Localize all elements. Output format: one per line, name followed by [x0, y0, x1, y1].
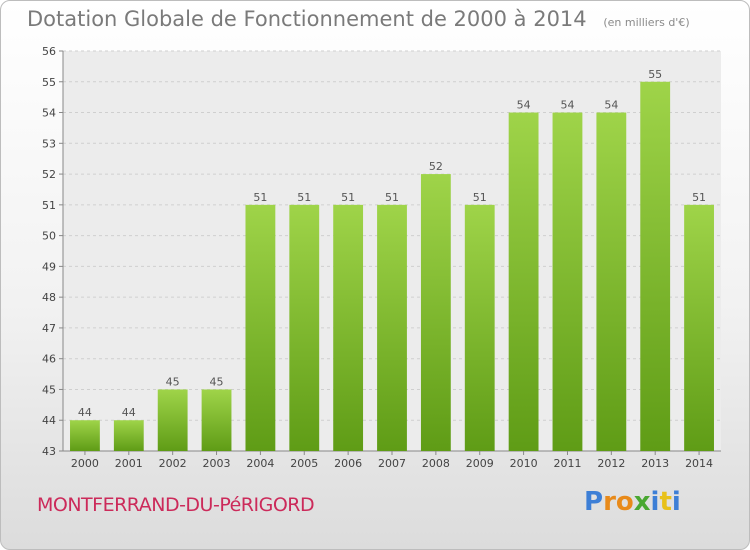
- logo-letter: P: [584, 487, 604, 517]
- y-tick-label: 52: [42, 168, 56, 181]
- bar: [113, 420, 144, 451]
- y-tick-label: 46: [42, 353, 56, 366]
- bar: [464, 204, 495, 451]
- bar: [377, 204, 407, 451]
- logo-letter: i: [671, 487, 681, 517]
- bar-value-label: 44: [122, 406, 136, 419]
- bar: [596, 112, 627, 452]
- bar-value-label: 54: [560, 99, 574, 112]
- bar: [289, 204, 320, 451]
- y-tick-label: 49: [42, 260, 56, 273]
- logo-letter: i: [650, 487, 660, 517]
- y-tick-label: 48: [42, 291, 56, 304]
- bar-value-label: 54: [604, 99, 618, 112]
- bar-value-label: 51: [473, 191, 487, 204]
- bar-value-label: 45: [210, 375, 224, 388]
- bar-value-label: 51: [385, 191, 399, 204]
- y-tick-label: 56: [42, 45, 56, 58]
- bar: [684, 204, 714, 451]
- bar-value-label: 44: [78, 406, 92, 419]
- bar-value-label: 51: [692, 191, 706, 204]
- chart-title: Dotation Globale de Fonctionnement de 20…: [27, 7, 690, 31]
- x-tick-label: 2003: [203, 457, 231, 470]
- chart-unit: (en milliers d'€): [603, 16, 690, 29]
- x-tick-label: 2010: [510, 457, 538, 470]
- y-tick-label: 43: [42, 445, 56, 458]
- bar-value-label: 51: [341, 191, 355, 204]
- x-tick-label: 2013: [641, 457, 669, 470]
- bar: [333, 204, 364, 451]
- x-tick-label: 2012: [597, 457, 625, 470]
- bar: [70, 420, 100, 451]
- bar-value-label: 51: [253, 191, 267, 204]
- bar-value-label: 51: [297, 191, 311, 204]
- y-tick-label: 51: [42, 199, 56, 212]
- x-tick-label: 2006: [334, 457, 362, 470]
- logo-letter: x: [633, 487, 651, 517]
- bar-value-label: 54: [517, 99, 531, 112]
- bar-value-label: 55: [648, 68, 662, 81]
- x-tick-label: 2005: [290, 457, 318, 470]
- x-tick-label: 2014: [685, 457, 713, 470]
- y-tick-label: 53: [42, 137, 56, 150]
- bar-value-label: 45: [166, 375, 180, 388]
- bar: [420, 174, 451, 452]
- proxiti-logo: Proxiti: [584, 487, 681, 517]
- bar: [508, 112, 539, 452]
- x-tick-label: 2004: [246, 457, 274, 470]
- y-tick-label: 47: [42, 322, 56, 335]
- x-tick-label: 2011: [553, 457, 581, 470]
- y-tick-label: 44: [42, 414, 56, 427]
- x-tick-label: 2008: [422, 457, 450, 470]
- x-tick-label: 2002: [159, 457, 187, 470]
- logo-letter: o: [615, 487, 634, 517]
- bar: [640, 81, 671, 452]
- bar: [245, 204, 276, 451]
- bar: [201, 389, 232, 451]
- commune-name: MONTFERRAND-DU-PéRIGORD: [37, 494, 315, 516]
- x-tick-label: 2007: [378, 457, 406, 470]
- x-tick-label: 2001: [115, 457, 143, 470]
- logo-letter: t: [659, 487, 672, 517]
- bar-value-label: 52: [429, 160, 443, 173]
- x-tick-label: 2000: [71, 457, 99, 470]
- y-tick-label: 55: [42, 76, 56, 89]
- bar: [157, 389, 188, 451]
- y-tick-label: 45: [42, 383, 56, 396]
- y-tick-label: 54: [42, 107, 56, 120]
- x-tick-label: 2009: [466, 457, 494, 470]
- y-tick-label: 50: [42, 230, 56, 243]
- chart-title-text: Dotation Globale de Fonctionnement de 20…: [27, 7, 587, 31]
- logo-letter: r: [603, 487, 616, 517]
- bar: [552, 112, 583, 452]
